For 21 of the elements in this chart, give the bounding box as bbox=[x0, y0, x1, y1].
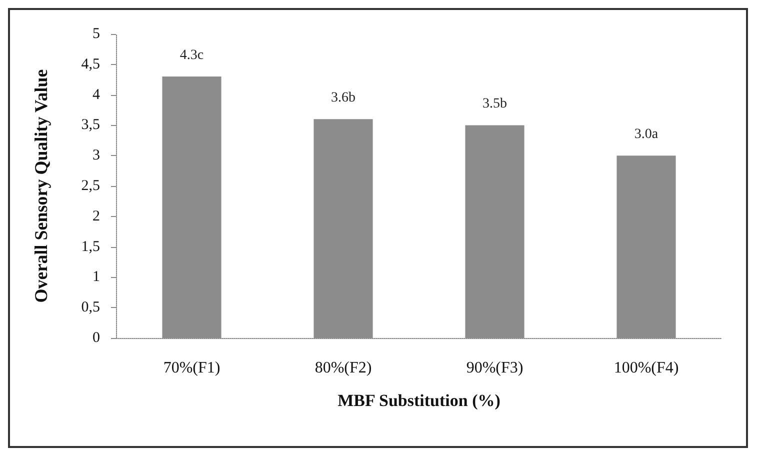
x-tick-label: 90%(F3) bbox=[466, 360, 524, 376]
y-tick-label: 1 bbox=[92, 269, 100, 286]
data-label: 4.3c bbox=[180, 48, 204, 64]
data-label: 3.6b bbox=[331, 90, 356, 106]
y-tick-label: 1,5 bbox=[81, 238, 100, 255]
y-axis-title: Overall Sensory Quality Value bbox=[31, 69, 51, 303]
data-label: 3.0a bbox=[634, 127, 659, 142]
y-tick-label: 5 bbox=[92, 26, 100, 42]
x-tick-label: 80%(F2) bbox=[314, 360, 372, 376]
y-tick-label: 4,5 bbox=[81, 56, 100, 72]
x-tick-label: 70%(F1) bbox=[163, 360, 220, 376]
y-tick-label: 0,5 bbox=[81, 300, 100, 316]
y-tick-label: 3,5 bbox=[81, 117, 100, 134]
x-axis-title: MBF Substitution (%) bbox=[338, 391, 500, 410]
y-tick-label: 2,5 bbox=[81, 178, 100, 194]
data-label: 3.5b bbox=[482, 96, 507, 112]
y-tick-label: 0 bbox=[92, 330, 100, 346]
y-tick-label: 3 bbox=[92, 148, 100, 164]
y-tick-label: 4 bbox=[92, 86, 100, 103]
y-tick-label: 2 bbox=[92, 208, 100, 224]
x-tick-label: 100%(F4) bbox=[614, 360, 679, 376]
